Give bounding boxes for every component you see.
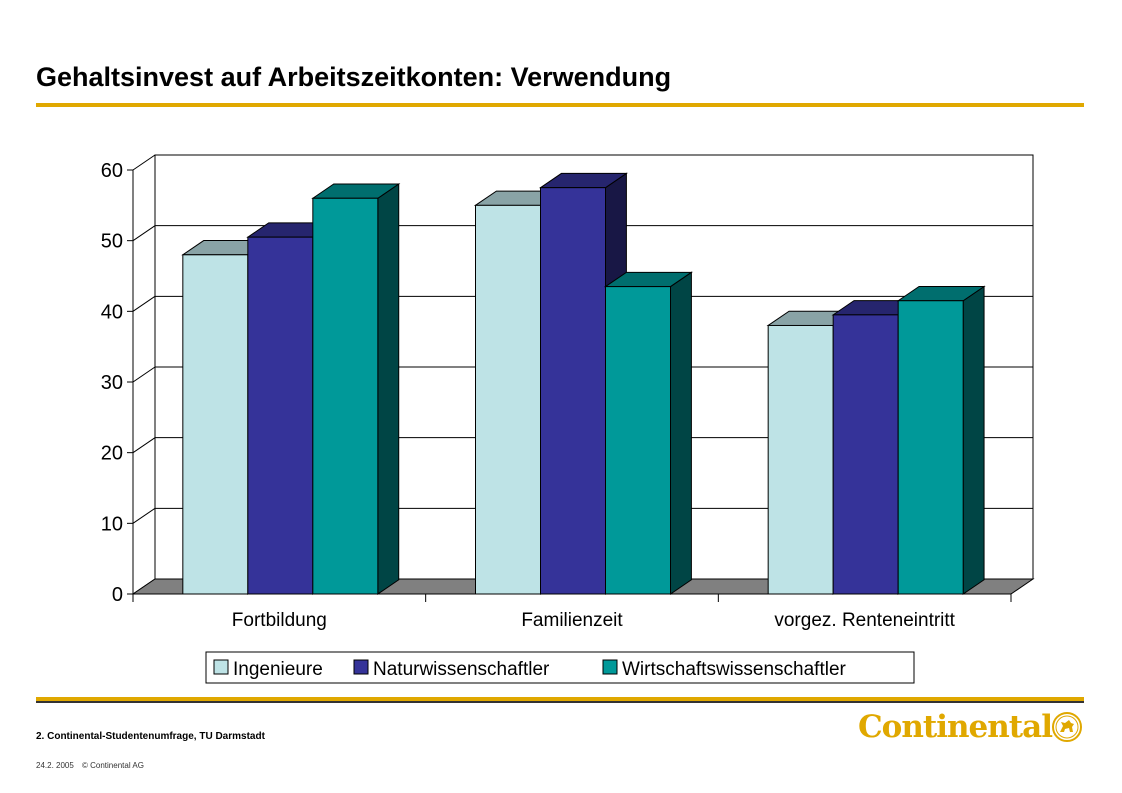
chart-bars [181,172,986,595]
bar-side [377,183,400,595]
bar-front [475,204,541,595]
footer-date: 24.2. 2005 [36,761,74,770]
footer-survey: 2. Continental-Studentenumfrage, TU Darm… [36,731,265,742]
x-tick-label: Familienzeit [521,610,623,631]
bar-front [312,197,379,595]
y-tick-label: 50 [101,231,123,253]
bar-front [540,187,606,595]
y-tick-label: 40 [101,301,123,323]
continental-logo: Continental [858,709,1086,751]
footer-copyright: © Continental AG [82,761,144,770]
bar-front [247,236,314,595]
horse-emblem-icon [1052,712,1082,742]
y-tick-label: 20 [101,443,123,465]
gridline-depth [132,507,156,524]
bar [603,271,694,595]
gridline-depth [132,437,156,454]
y-tick-label: 0 [112,584,123,606]
bar-front [832,314,899,595]
bar [896,285,986,595]
legend-swatch [353,659,369,675]
page-title: Gehaltsinvest auf Arbeitszeitkonten: Ver… [36,62,672,92]
bar-front [897,300,964,595]
legend-label: Wirtschaftswissenschaftler [622,659,847,680]
legend-label: Ingenieure [233,659,323,680]
legend-label: Naturwissenschaftler [373,659,550,680]
chart-legend: Ingenieure Naturwissenschaftler Wirtschaft… [205,651,915,684]
bar-side [962,285,985,595]
y-tick-label: 10 [101,513,123,535]
gridline-depth [132,366,156,383]
x-tick-label: Fortbildung [232,610,327,631]
legend-swatch [213,659,229,675]
chart-axes: 0 10 20 30 40 50 60 Fortbildung Familienzeit vorg… [101,160,1012,631]
bar-front [182,254,249,595]
x-tick-label: vorgez. Renteneintritt [774,610,955,631]
bar-side [670,271,692,595]
footer-rule [36,697,1084,701]
logo-wordmark: Continental [858,709,1053,745]
bar-front [767,324,834,595]
legend-box [205,651,915,684]
y-tick-label: 30 [101,372,123,394]
gridline-depth [132,295,156,312]
bar [311,183,401,595]
footer-rule-shadow [36,701,1084,703]
y-tick-label: 60 [101,160,123,182]
gridline-depth [132,154,156,171]
title-underline [36,103,1084,107]
gridline-depth [132,225,156,242]
bar-chart: 0 10 20 30 40 50 60 Fortbildung Familienzeit vorg… [101,154,1035,684]
bar-front [605,286,671,595]
legend-swatch [602,659,618,675]
